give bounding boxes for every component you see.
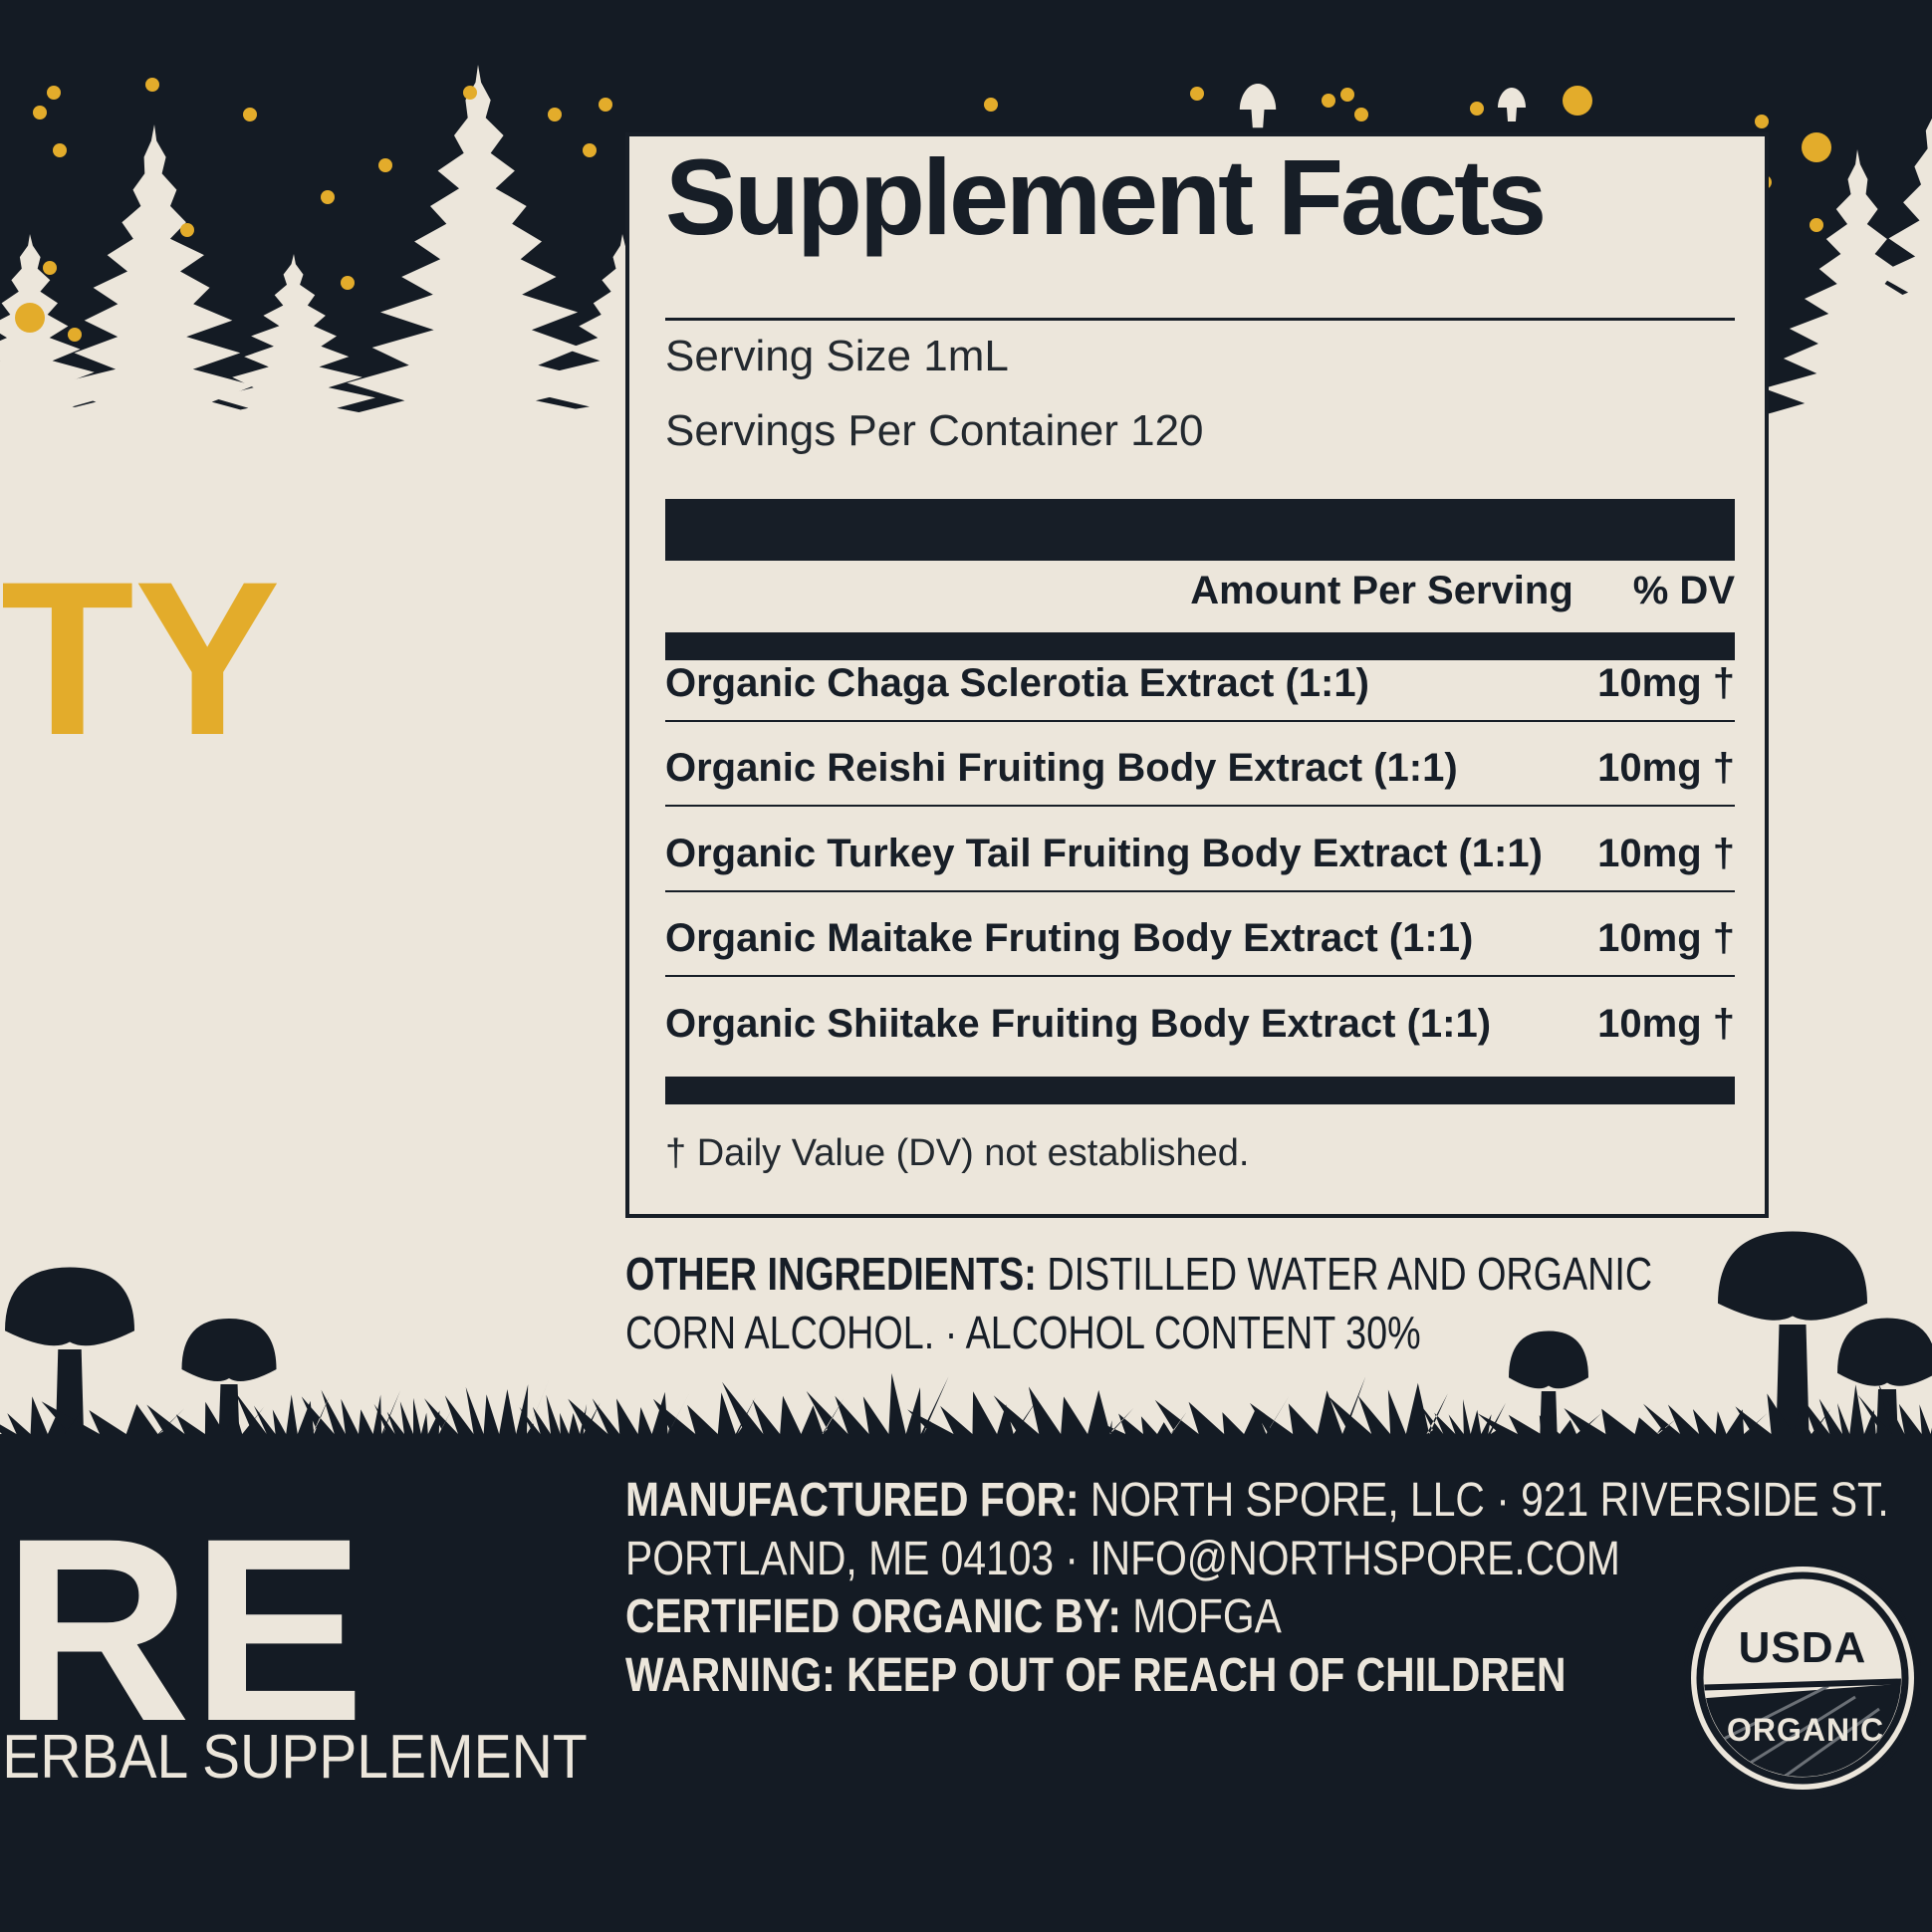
- svg-text:USDA: USDA: [1739, 1623, 1867, 1672]
- svg-text:ORGANIC: ORGANIC: [1727, 1712, 1884, 1748]
